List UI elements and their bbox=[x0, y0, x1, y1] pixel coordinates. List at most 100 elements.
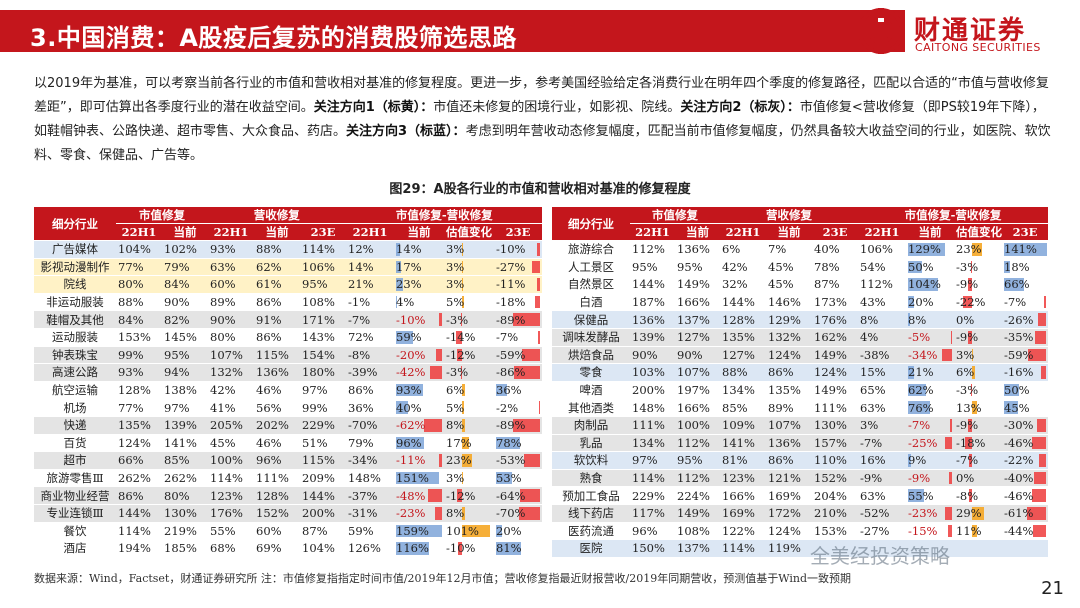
mv-now-cell: 112% bbox=[675, 434, 720, 453]
value-label: 8% bbox=[446, 506, 465, 521]
rev-h1-cell: 109% bbox=[720, 416, 766, 435]
dir3-text: 考虑到明年营收动态修复幅度，匹配当前市值修复幅度，仍然具备较大收益空间的行业，如… bbox=[34, 124, 1051, 163]
value-bar bbox=[428, 489, 443, 502]
dir2-text: 市值修复<营收修复（即PS较19年下降），如鞋帽钟表、公路快递、超市零售、大众食… bbox=[34, 100, 1045, 139]
gap-23e-cell: -27% bbox=[494, 258, 543, 277]
rev-h1-cell: 122% bbox=[720, 522, 766, 541]
gap-23e-cell: -46% bbox=[1002, 486, 1049, 505]
val-change-cell: -9% bbox=[954, 275, 1003, 294]
segment-name-cell: 运动服装 bbox=[34, 328, 116, 347]
gap-h1-cell: 15% bbox=[858, 363, 907, 382]
value-bar bbox=[968, 278, 973, 291]
sub-header-now: 当前 bbox=[906, 223, 955, 241]
sub-header-23e: 23E bbox=[494, 223, 543, 241]
gap-now-cell: 76% bbox=[906, 398, 955, 417]
value-label: 45% bbox=[1004, 400, 1030, 415]
table-row: 餐饮 114% 219% 55% 60% 87% 59% 159% 101% 20% bbox=[34, 522, 543, 541]
val-change-cell: -10% bbox=[444, 539, 495, 558]
value-label: -18% bbox=[956, 435, 986, 450]
value-label: 159% bbox=[396, 523, 429, 538]
rev-now-cell: 172% bbox=[766, 504, 812, 523]
value-label: 11% bbox=[956, 523, 982, 538]
col-header-rev: 营收修复 bbox=[208, 207, 347, 224]
value-bar bbox=[536, 278, 541, 291]
value-bar bbox=[462, 260, 464, 274]
value-label: 23% bbox=[956, 242, 982, 257]
rev-23e-cell: 162% bbox=[812, 328, 859, 347]
rev-23e-cell: 229% bbox=[300, 416, 347, 435]
value-label: 76% bbox=[908, 400, 934, 415]
value-label: 101% bbox=[446, 523, 479, 538]
value-label: 3% bbox=[446, 471, 465, 486]
val-change-cell: -3% bbox=[444, 363, 495, 382]
mv-h1-cell: 104% bbox=[116, 240, 162, 259]
value-bar bbox=[396, 243, 401, 256]
table-row: 航空运输 128% 138% 42% 46% 97% 86% 93% 6% 36% bbox=[34, 381, 543, 400]
gap-now-cell: 151% bbox=[394, 469, 445, 488]
mv-h1-cell: 111% bbox=[630, 416, 675, 435]
rev-23e-cell: 144% bbox=[300, 486, 347, 505]
gap-23e-cell bbox=[1002, 539, 1049, 558]
segment-name-cell: 非运动服装 bbox=[34, 293, 116, 312]
value-bar bbox=[460, 366, 462, 379]
value-bar bbox=[1041, 366, 1047, 379]
sub-header-now: 当前 bbox=[394, 223, 445, 241]
rev-23e-cell: 87% bbox=[812, 275, 859, 294]
value-bar bbox=[908, 383, 926, 397]
value-label: -7% bbox=[496, 330, 519, 345]
rev-23e-cell: 154% bbox=[300, 346, 347, 365]
val-change-cell: -3% bbox=[444, 310, 495, 329]
rev-now-cell: 89% bbox=[766, 398, 812, 417]
mv-h1-cell: 128% bbox=[116, 381, 162, 400]
rev-23e-cell: 97% bbox=[300, 381, 347, 400]
rev-23e-cell: 171% bbox=[300, 310, 347, 329]
left-data-table: 细分行业 市值修复 营收修复 市值修复-营收修复 22H1 当前 22H1 当前… bbox=[34, 207, 543, 558]
right-data-table: 细分行业 市值修复 营收修复 市值修复-营收修复 22H1 当前 22H1 当前… bbox=[552, 207, 1049, 558]
value-label: -23% bbox=[908, 506, 938, 521]
value-bar bbox=[1036, 418, 1047, 432]
value-label: 151% bbox=[396, 471, 429, 486]
segment-name-cell: 专业连锁Ⅲ bbox=[34, 504, 116, 523]
val-change-cell: -12% bbox=[444, 486, 495, 505]
rev-23e-cell: 99% bbox=[300, 398, 347, 417]
rev-h1-cell: 6% bbox=[720, 240, 766, 259]
value-bar bbox=[396, 278, 403, 291]
val-change-cell: 3% bbox=[954, 346, 1003, 365]
source-footnote: 数据来源：Wind，Factset，财通证券研究所 注：市值修复指指定时间市值/… bbox=[34, 572, 852, 585]
gap-now-cell: -48% bbox=[394, 486, 445, 505]
gap-23e-cell: -44% bbox=[1002, 522, 1049, 541]
rev-23e-cell: 157% bbox=[812, 434, 859, 453]
table-row: 广告媒体 104% 102% 93% 88% 114% 12% 14% 3% -10% bbox=[34, 240, 543, 259]
rev-h1-cell: 45% bbox=[208, 434, 254, 453]
value-bar bbox=[462, 524, 491, 538]
value-bar bbox=[520, 489, 541, 502]
value-label: 5% bbox=[446, 295, 465, 310]
value-label: -22% bbox=[956, 295, 986, 310]
gap-now-cell: 93% bbox=[394, 381, 445, 400]
val-change-cell: 3% bbox=[444, 258, 495, 277]
value-bar bbox=[537, 330, 541, 344]
mv-now-cell: 100% bbox=[675, 416, 720, 435]
rev-23e-cell: 176% bbox=[812, 310, 859, 329]
gap-23e-cell: -86% bbox=[494, 363, 543, 382]
rev-h1-cell: 88% bbox=[720, 363, 766, 382]
col-header-gap: 市值修复-营收修复 bbox=[345, 207, 543, 224]
value-bar bbox=[949, 471, 953, 485]
value-label: 5% bbox=[446, 400, 465, 415]
col-header-mv: 市值修复 bbox=[630, 207, 720, 224]
segment-name-cell: 其他酒类 bbox=[552, 398, 630, 417]
rev-now-cell: 202% bbox=[254, 416, 300, 435]
mv-now-cell: 127% bbox=[675, 328, 720, 347]
value-label: 17% bbox=[446, 435, 472, 450]
gap-now-cell: 9% bbox=[906, 451, 955, 470]
value-bar bbox=[908, 295, 914, 309]
gap-now-cell: 55% bbox=[906, 486, 955, 505]
val-change-cell: -22% bbox=[954, 293, 1003, 312]
value-bar bbox=[969, 454, 973, 467]
value-label: -25% bbox=[908, 435, 938, 450]
rev-23e-cell: 40% bbox=[812, 240, 859, 259]
table-row: 软饮料 97% 95% 81% 86% 110% 16% 9% -7% -22% bbox=[552, 451, 1049, 470]
value-label: -30% bbox=[1004, 418, 1034, 433]
mv-now-cell: 139% bbox=[162, 416, 208, 435]
value-label: 23% bbox=[446, 453, 472, 468]
